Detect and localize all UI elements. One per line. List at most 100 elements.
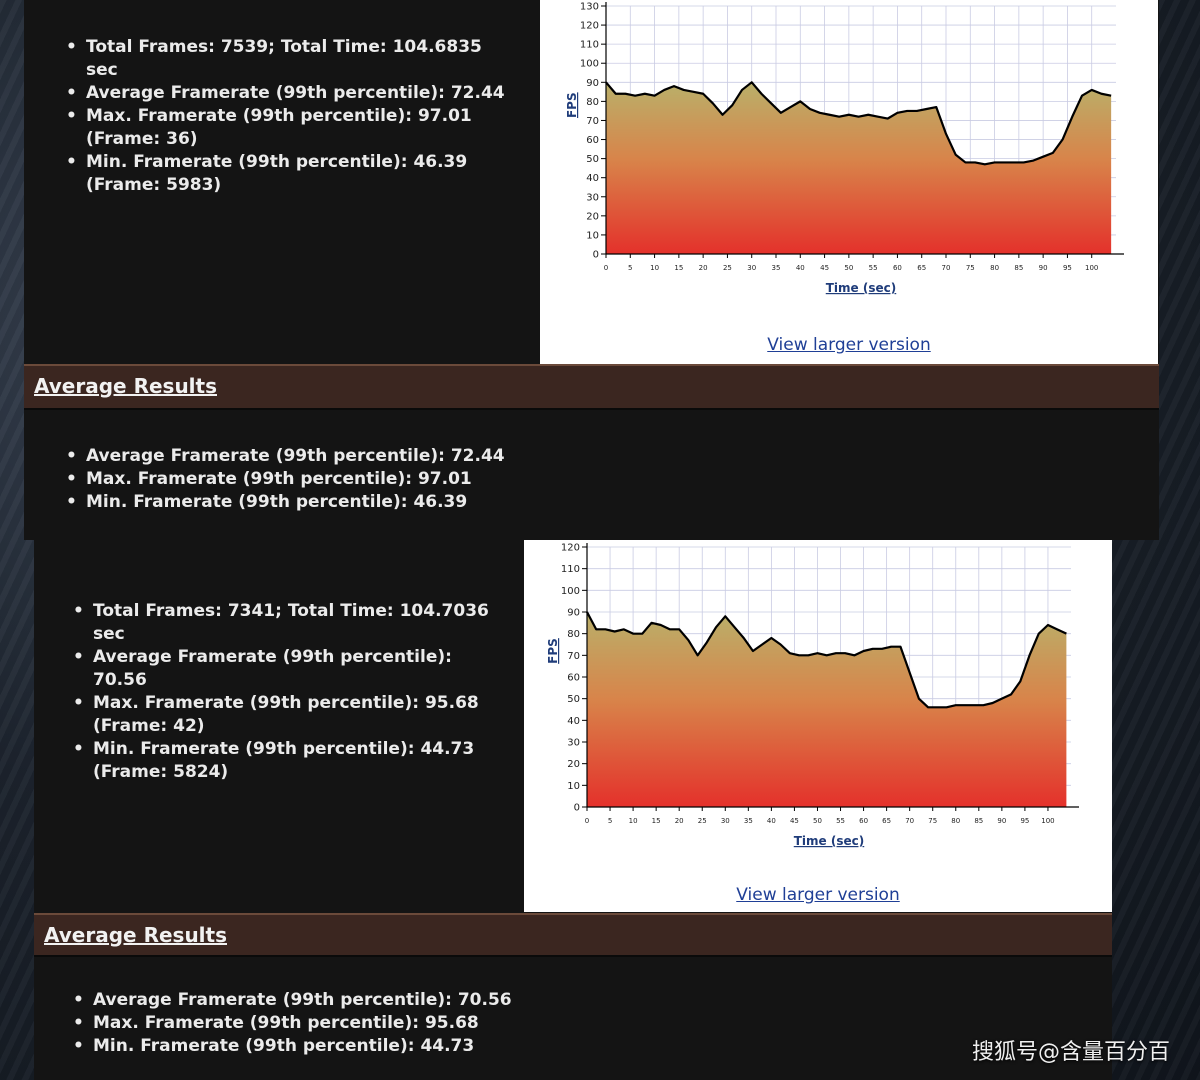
x-tick-label: 10 [650, 264, 659, 272]
avg-stat-min: Min. Framerate (99th percentile): 46.39 [66, 491, 626, 514]
y-tick-label: 70 [567, 651, 580, 662]
fps-area [587, 612, 1067, 807]
x-tick-label: 45 [790, 817, 799, 825]
x-tick-label: 40 [767, 817, 776, 825]
y-tick-label: 10 [586, 230, 599, 241]
x-tick-label: 100 [1041, 817, 1054, 825]
x-tick-label: 65 [917, 264, 926, 272]
y-tick-label: 80 [586, 97, 599, 108]
x-tick-label: 90 [997, 817, 1006, 825]
stat-min-framerate: Min. Framerate (99th percentile): 46.39 … [66, 151, 518, 197]
x-tick-label: 85 [1014, 264, 1023, 272]
y-tick-label: 120 [580, 21, 599, 32]
y-tick-label: 40 [586, 173, 599, 184]
stat-total-frames: Total Frames: 7539; Total Time: 104.6835… [66, 36, 518, 82]
x-tick-label: 25 [723, 264, 732, 272]
x-tick-label: 0 [604, 264, 608, 272]
watermark: 搜狐号@含量百分百 [971, 1040, 1170, 1065]
stat-max-framerate: Max. Framerate (99th percentile): 95.68 … [73, 692, 503, 738]
fps-chart-box-2: 0 10 20 30 40 50 60 70 80 90 100 110 120 0 5 10 15 20 25 30… [524, 540, 1112, 912]
average-results-header-2: Average Results [34, 913, 1112, 957]
average-stats-2: Average Framerate (99th percentile): 70.… [73, 989, 633, 1058]
x-tick-label: 75 [966, 264, 975, 272]
x-tick-label: 5 [608, 817, 612, 825]
fps-line [586, 611, 1067, 709]
x-tick-label: 85 [974, 817, 983, 825]
y-tick-label: 110 [561, 564, 580, 575]
y-tick-label: 100 [580, 59, 599, 70]
avg-stat-average: Average Framerate (99th percentile): 70.… [73, 989, 633, 1012]
y-tick-label: 20 [567, 759, 580, 770]
stat-average-framerate: Average Framerate (99th percentile): 70.… [73, 646, 503, 692]
y-tick-label: 0 [574, 803, 580, 814]
x-tick-label: 15 [674, 264, 683, 272]
x-tick-label: 0 [585, 817, 589, 825]
x-tick-label: 60 [893, 264, 902, 272]
y-tick-label: 120 [561, 543, 580, 554]
y-tick-label: 70 [586, 116, 599, 127]
x-axis-label: Time (sec) [826, 281, 896, 295]
average-results-header-1: Average Results [24, 364, 1159, 410]
stat-max-framerate: Max. Framerate (99th percentile): 97.01 … [66, 105, 518, 151]
avg-stat-max: Max. Framerate (99th percentile): 95.68 [73, 1012, 633, 1035]
y-tick-label: 30 [567, 738, 580, 749]
y-tick-label: 0 [593, 250, 599, 261]
y-tick-label: 30 [586, 192, 599, 203]
avg-stat-max: Max. Framerate (99th percentile): 97.01 [66, 468, 626, 491]
stat-total-frames: Total Frames: 7341; Total Time: 104.7036… [73, 600, 503, 646]
x-tick-label: 80 [990, 264, 999, 272]
average-results-title[interactable]: Average Results [34, 374, 217, 398]
y-tick-label: 50 [586, 154, 599, 165]
y-tick-label: 100 [561, 586, 580, 597]
y-tick-label: 60 [567, 673, 580, 684]
y-tick-label: 110 [580, 40, 599, 51]
x-tick-label: 10 [629, 817, 638, 825]
y-tick-label: 40 [567, 716, 580, 727]
run-stats-2: Total Frames: 7341; Total Time: 104.7036… [73, 600, 503, 784]
fps-chart-2: 0 10 20 30 40 50 60 70 80 90 100 110 120 0 5 10 15 20 25 30… [546, 543, 1079, 848]
x-tick-label: 90 [1039, 264, 1048, 272]
view-larger-link-1[interactable]: View larger version [767, 335, 931, 355]
x-axis-label: Time (sec) [794, 834, 864, 848]
y-tick-label: 80 [567, 629, 580, 640]
x-tick-label: 50 [844, 264, 853, 272]
y-tick-label: 60 [586, 135, 599, 146]
x-tick-label: 30 [721, 817, 730, 825]
y-axis-label: FPS [565, 92, 579, 118]
x-tick-label: 70 [905, 817, 914, 825]
x-tick-label: 70 [942, 264, 951, 272]
view-larger-link-2[interactable]: View larger version [736, 885, 900, 905]
stat-min-framerate: Min. Framerate (99th percentile): 44.73 … [73, 738, 503, 784]
x-tick-label: 35 [772, 264, 781, 272]
x-tick-label: 95 [1063, 264, 1072, 272]
avg-stat-min: Min. Framerate (99th percentile): 44.73 [73, 1035, 633, 1058]
fps-line [605, 81, 1112, 166]
average-results-title[interactable]: Average Results [44, 923, 227, 947]
x-tick-label: 50 [813, 817, 822, 825]
x-tick-label: 20 [699, 264, 708, 272]
x-tick-label: 60 [859, 817, 868, 825]
x-tick-label: 45 [820, 264, 829, 272]
x-tick-label: 95 [1020, 817, 1029, 825]
x-tick-label: 100 [1085, 264, 1098, 272]
x-tick-label: 20 [675, 817, 684, 825]
x-tick-label: 35 [744, 817, 753, 825]
x-tick-label: 5 [628, 264, 632, 272]
x-tick-label: 80 [951, 817, 960, 825]
x-tick-label: 65 [882, 817, 891, 825]
y-tick-label: 20 [586, 211, 599, 222]
y-tick-label: 10 [567, 781, 580, 792]
avg-stat-average: Average Framerate (99th percentile): 72.… [66, 445, 626, 468]
x-tick-label: 15 [652, 817, 661, 825]
fps-chart-1: 0 10 20 30 40 50 60 70 80 90 100 110 120 130 0 5 10 15 20 2… [565, 2, 1124, 295]
x-tick-label: 40 [796, 264, 805, 272]
y-axis-label: FPS [546, 638, 560, 664]
y-tick-label: 130 [580, 2, 599, 13]
stat-average-framerate: Average Framerate (99th percentile): 72.… [66, 82, 518, 105]
fps-chart-box-1: 0 10 20 30 40 50 60 70 80 90 100 110 120 130 0 5 10 15 20 2… [540, 0, 1158, 364]
y-tick-label: 50 [567, 694, 580, 705]
y-tick-label: 90 [586, 78, 599, 89]
x-tick-label: 30 [747, 264, 756, 272]
x-tick-label: 55 [836, 817, 845, 825]
x-tick-label: 75 [928, 817, 937, 825]
